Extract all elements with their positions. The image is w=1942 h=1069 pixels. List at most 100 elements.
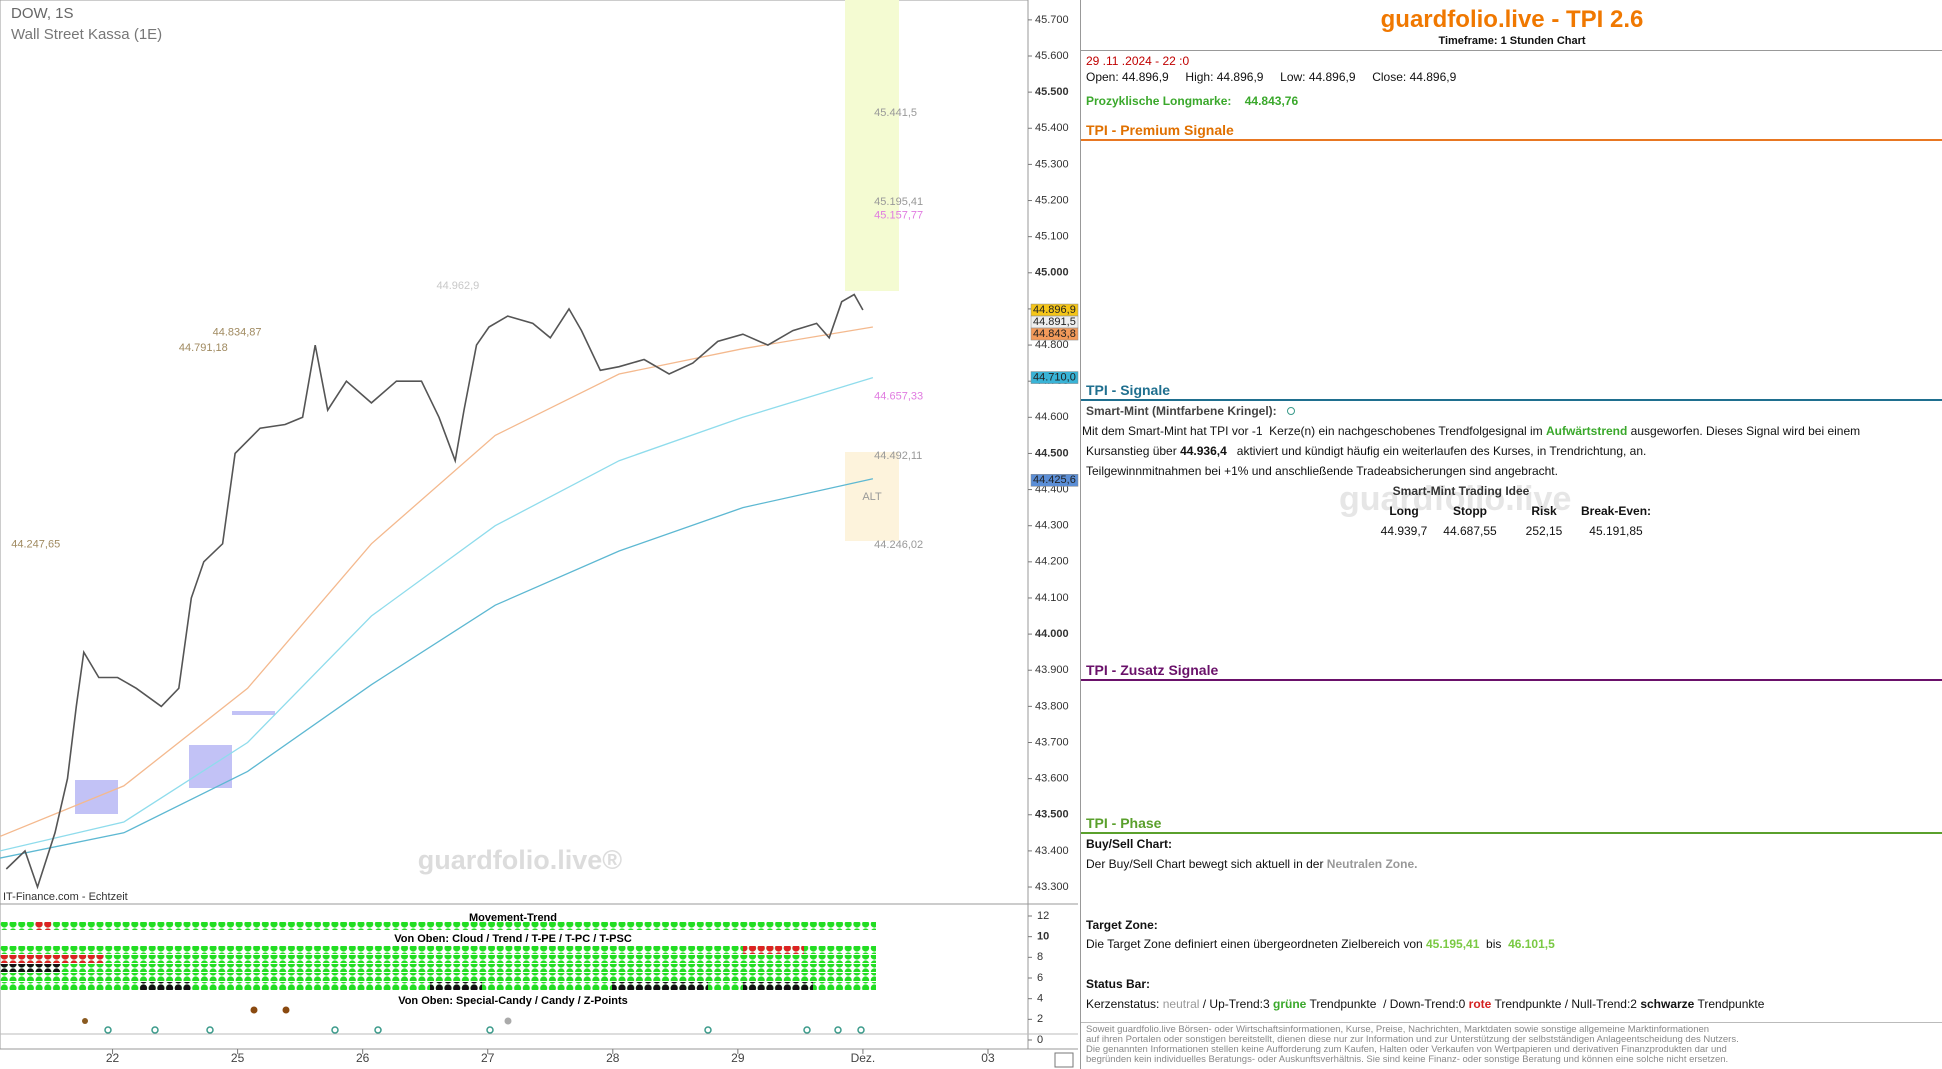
longmarke: Prozyklische Longmarke: 44.843,76 bbox=[1086, 94, 1298, 108]
y-tick-label: 45.000 bbox=[1035, 267, 1069, 279]
chart-title: DOW, 1S bbox=[11, 5, 74, 22]
y-tick-label: 45.500 bbox=[1035, 86, 1069, 98]
zone-label: ALT bbox=[862, 491, 882, 503]
y-tick-label: 45.400 bbox=[1035, 122, 1069, 134]
text: Trendpunkte / Down-Trend:0 bbox=[1306, 997, 1469, 1011]
rule bbox=[1081, 50, 1942, 51]
chart-subtitle: Wall Street Kassa (1E) bbox=[11, 26, 162, 43]
dot-row bbox=[0, 955, 876, 963]
text: ausgeworfen. Dieses Signal wird bei eine… bbox=[1627, 424, 1861, 438]
level-label: 45.441,5 bbox=[874, 107, 917, 119]
y-tick-label: 44.100 bbox=[1035, 592, 1069, 604]
idea-cell: 45.191,85 bbox=[1589, 524, 1643, 538]
cloud-box bbox=[232, 711, 275, 715]
text: rote bbox=[1468, 997, 1492, 1011]
z-point bbox=[803, 1026, 811, 1034]
level-label: 44.834,87 bbox=[213, 326, 262, 338]
y-tick-label: 4 bbox=[1037, 993, 1043, 1005]
dot-row bbox=[0, 955, 104, 963]
y-tick-label: 44.200 bbox=[1035, 556, 1069, 568]
text: / Up-Trend:3 bbox=[1199, 997, 1274, 1011]
indicator-row-title: Von Oben: Special-Candy / Candy / Z-Poin… bbox=[398, 995, 628, 1007]
settings-icon[interactable] bbox=[1054, 1052, 1074, 1068]
dot-row bbox=[743, 946, 804, 954]
z-point bbox=[486, 1026, 494, 1034]
idea-head: Break-Even: bbox=[1580, 504, 1652, 518]
y-tick-label: 43.800 bbox=[1035, 700, 1069, 712]
idea-head: Risk bbox=[1531, 504, 1557, 518]
level-label: 44.247,65 bbox=[11, 539, 60, 551]
close: Close: 44.896,9 bbox=[1372, 70, 1457, 84]
y-tick-label: 43.300 bbox=[1035, 881, 1069, 893]
price-marker-label: 44.891,5 bbox=[1033, 316, 1076, 328]
dot-row bbox=[140, 982, 192, 990]
y-tick-label: 45.100 bbox=[1035, 231, 1069, 243]
special-dot bbox=[282, 1006, 290, 1014]
y-tick-label: 43.700 bbox=[1035, 736, 1069, 748]
y-tick-label: 0 bbox=[1037, 1034, 1043, 1046]
special-dot bbox=[82, 1018, 88, 1024]
smartmint: Smart-Mint (Mintfarbene Kringel): bbox=[1086, 404, 1277, 418]
level-label: 44.657,33 bbox=[874, 391, 923, 403]
z-point bbox=[374, 1026, 382, 1034]
dot-row bbox=[743, 982, 813, 990]
y-tick-label: 45.300 bbox=[1035, 158, 1069, 170]
price-marker bbox=[1030, 327, 1079, 341]
price-line bbox=[5, 293, 864, 890]
z-point bbox=[104, 1026, 112, 1034]
z-point bbox=[206, 1026, 214, 1034]
disclaimer: Soweit guardfolio.live Börsen- oder Wirt… bbox=[1086, 1024, 1710, 1035]
text: Mit dem Smart-Mint hat TPI vor -1 Kerze(… bbox=[1082, 424, 1546, 438]
price-marker bbox=[1030, 474, 1079, 487]
text: Aufwärtstrend bbox=[1546, 424, 1628, 438]
y-tick-label: 12 bbox=[1037, 910, 1049, 922]
disclaimer: auf ihren Portalen oder sonstigen bereit… bbox=[1086, 1034, 1739, 1045]
y-tick-label: 43.900 bbox=[1035, 664, 1069, 676]
y-tick-label: 43.400 bbox=[1035, 845, 1069, 857]
rule bbox=[1081, 679, 1942, 681]
y-tick-label: 43.600 bbox=[1035, 773, 1069, 785]
sentence: Kerzenstatus: neutral / Up-Trend:3 grüne… bbox=[1086, 997, 1764, 1011]
dot-row bbox=[0, 946, 876, 954]
y-tick-label: 44.800 bbox=[1035, 339, 1069, 351]
level-label: 45.157,77 bbox=[874, 210, 923, 222]
y-tick-label: 8 bbox=[1037, 951, 1043, 963]
target-zone bbox=[845, 0, 899, 291]
y-tick-label: 43.500 bbox=[1035, 809, 1069, 821]
special-dot bbox=[250, 1006, 258, 1014]
dot-row bbox=[0, 964, 876, 972]
source: IT-Finance.com - Echtzeit bbox=[3, 891, 128, 903]
watermark: guardfolio.live bbox=[1339, 480, 1572, 518]
section-head: TPI - Phase bbox=[1086, 815, 1162, 831]
idea-head: Stopp bbox=[1453, 504, 1487, 518]
section-head: TPI - Zusatz Signale bbox=[1086, 662, 1219, 678]
text: Neutralen Zone. bbox=[1326, 857, 1418, 871]
level-label: 44.962,9 bbox=[436, 280, 479, 292]
y-tick-label: 45.600 bbox=[1035, 50, 1069, 62]
x-tick-label: 28 bbox=[606, 1051, 620, 1065]
mint-icon bbox=[1286, 407, 1295, 415]
text: Trendpunkte bbox=[1694, 997, 1765, 1011]
level-label: 45.195,41 bbox=[874, 196, 923, 208]
text: Kerzenstatus: bbox=[1086, 997, 1163, 1011]
indicator-dots bbox=[0, 922, 876, 1034]
text: Kursanstieg über bbox=[1086, 444, 1181, 458]
text: Der Buy/Sell Chart bewegt sich aktuell i… bbox=[1086, 857, 1327, 871]
longmarke-value: 44.843,76 bbox=[1244, 94, 1299, 108]
text: 44.936,4 bbox=[1180, 444, 1227, 458]
paragraph: Teilgewinnmitnahmen bei +1% und anschlie… bbox=[1086, 464, 1558, 478]
price-marker-label: 44.425,6 bbox=[1033, 474, 1076, 486]
disclaimer: begründen kein individuelles Beratungs- … bbox=[1086, 1054, 1729, 1065]
z-point bbox=[331, 1026, 339, 1034]
idea-cell: 252,15 bbox=[1525, 524, 1563, 538]
section-head: TPI - Signale bbox=[1086, 382, 1171, 398]
ohlc: Open: 44.896,9 High: 44.896,9 Low: 44.89… bbox=[1086, 70, 1456, 84]
timeframe: Timeframe: 1 Stunden Chart bbox=[1438, 35, 1586, 47]
rule bbox=[1081, 399, 1942, 401]
moving-average bbox=[0, 376, 874, 852]
x-tick-label: 03 bbox=[981, 1051, 995, 1065]
disclaimer: Die genannten Informationen stellen kein… bbox=[1086, 1044, 1727, 1055]
y-tick-label: 44.000 bbox=[1035, 628, 1069, 640]
x-tick-label: 29 bbox=[731, 1051, 745, 1065]
label: Target Zone: bbox=[1086, 918, 1158, 932]
